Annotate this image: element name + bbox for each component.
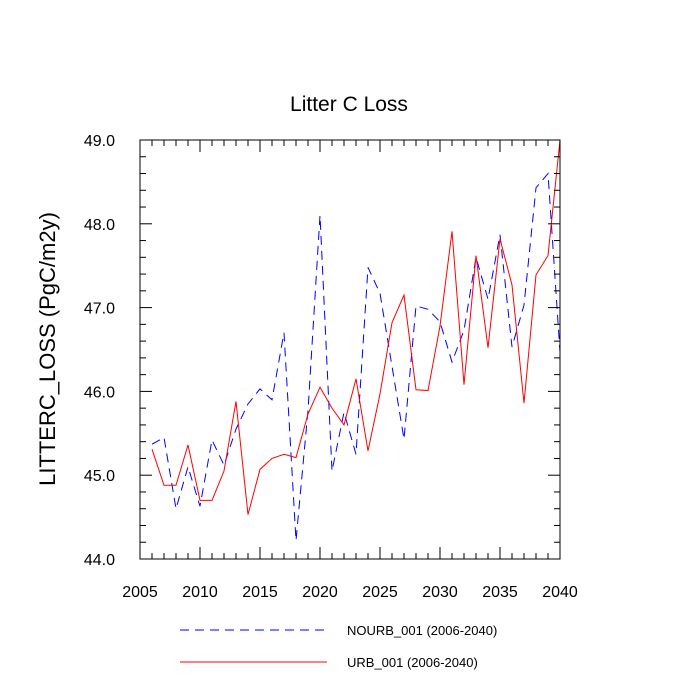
plot-frame — [139, 139, 561, 560]
y-tick-label: 46.0 — [84, 384, 115, 401]
x-tick-label: 2040 — [542, 584, 578, 601]
x-tick-label: 2020 — [302, 584, 338, 601]
x-tick-label: 2030 — [422, 584, 458, 601]
x-tick-label: 2035 — [482, 584, 518, 601]
series-line-1 — [151, 172, 561, 541]
axes-layer: 2005 2010 2015 2020 2025 2030 2035 2040 44.0 45.0… — [84, 133, 578, 601]
series-layer — [151, 139, 561, 541]
x-tick-label: 2010 — [182, 584, 218, 601]
y-tick-label: 45.0 — [84, 468, 115, 485]
legend-label-1: NOURB_001 (2006-2040) — [347, 623, 497, 638]
legend-label-2: URB_001 (2006-2040) — [347, 655, 478, 670]
y-tick-label: 44.0 — [84, 552, 115, 569]
y-tick-label: 47.0 — [84, 301, 115, 318]
series-line-2 — [151, 139, 561, 515]
y-axis-label: LITTERC_LOSS (PgC/m2y) — [35, 212, 60, 486]
x-tick-label: 2025 — [362, 584, 398, 601]
x-tick-label: 2015 — [242, 584, 278, 601]
x-tick-label: 2005 — [122, 584, 158, 601]
y-tick-label: 48.0 — [84, 217, 115, 234]
y-tick-label: 49.0 — [84, 133, 115, 150]
legend: NOURB_001 (2006-2040) URB_001 (2006-2040) — [180, 623, 497, 670]
chart-title: Litter C Loss — [290, 93, 408, 116]
